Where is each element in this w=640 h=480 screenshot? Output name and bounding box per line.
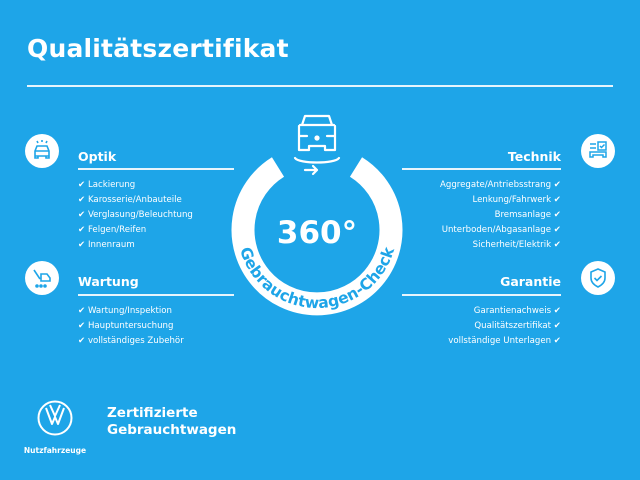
list-item: ✔ Hauptuntersuchung [78,321,174,331]
check-icon: ✔ [78,306,86,316]
logo-subtitle: Nutzfahrzeuge [23,446,87,455]
ring-caption: Gebrauchtwagen-Check [236,244,398,312]
check-icon: ✔ [553,336,561,346]
check-icon: ✔ [553,210,561,220]
check-icon: ✔ [553,225,561,235]
check-icon: ✔ [78,336,86,346]
vw-logo [37,400,73,436]
list-item: ✔ Lackierung [78,180,136,190]
list-item: Lenkung/Fahrwerk ✔ [472,195,562,205]
list-item: ✔ vollständiges Zubehör [78,336,184,346]
list-item: Aggregate/Antriebsstrang ✔ [439,180,561,190]
section-heading-wartung: Wartung [78,274,139,289]
check-icon: ✔ [553,195,561,205]
check-icon: ✔ [553,180,561,190]
section-heading-optik: Optik [78,149,117,164]
brand-text: Zertifizierte Gebrauchtwagen [107,405,237,438]
divider [78,168,234,170]
check-icon: ✔ [78,225,86,235]
section-heading-garantie: Garantie [500,274,561,289]
list-item: Sicherheit/Elektrik ✔ [472,240,561,250]
list-item: Unterboden/Abgasanlage ✔ [441,225,561,235]
optik-list: ✔ Lackierung ✔ Karosserie/Anbauteile ✔ V… [78,178,193,253]
list-item: vollständige Unterlagen ✔ [448,336,561,346]
check-icon: ✔ [78,240,86,250]
list-item: Qualitätszertifikat ✔ [474,321,561,331]
check-icon: ✔ [553,306,561,316]
page-title: Qualitätszertifikat [27,34,289,63]
shield-check-icon [581,261,615,295]
divider [402,168,561,170]
wartung-list: ✔ Wartung/Inspektion ✔ Hauptuntersuchung… [78,304,184,349]
technik-list: Aggregate/Antriebsstrang ✔ Lenkung/Fahrw… [440,178,561,253]
list-item: ✔ Innenraum [78,240,135,250]
360-label: 360° [277,215,357,251]
service-truck-icon [25,261,59,295]
check-icon: ✔ [78,210,86,220]
car-light-icon [25,134,59,168]
ring [231,157,403,316]
title-divider [27,85,613,87]
check-icon: ✔ [78,195,86,205]
list-item: ✔ Felgen/Reifen [78,225,147,235]
list-item: ✔ Karosserie/Anbauteile [78,195,182,205]
divider [402,294,561,296]
check-icon: ✔ [78,180,86,190]
check-icon: ✔ [553,321,561,331]
garantie-list: Garantienachweis ✔ Qualitätszertifikat ✔… [448,304,561,349]
list-item: ✔ Verglasung/Beleuchtung [78,210,193,220]
car-checklist-icon [581,134,615,168]
list-item: Bremsanlage ✔ [494,210,561,220]
section-heading-technik: Technik [507,149,561,164]
check-icon: ✔ [78,321,86,331]
list-item: Garantienachweis ✔ [473,306,561,316]
check-icon: ✔ [553,240,561,250]
car-rotate-icon [293,114,341,176]
list-item: ✔ Wartung/Inspektion [78,306,172,316]
divider [78,294,234,296]
